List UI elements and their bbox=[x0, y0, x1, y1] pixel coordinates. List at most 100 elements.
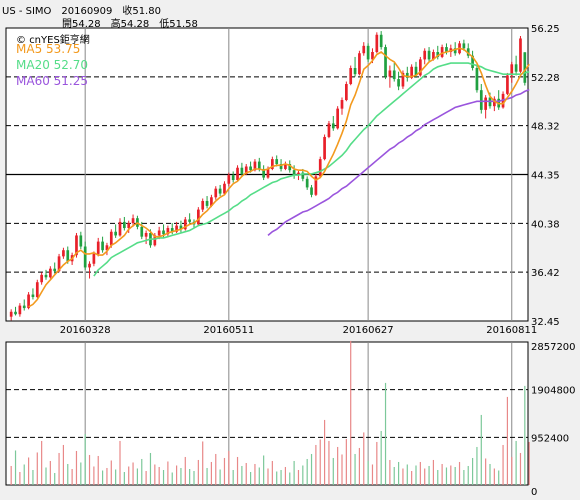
brand-label: © cnYES鉅亨網 bbox=[16, 31, 90, 46]
volume-tick-label: 2857200 bbox=[531, 342, 576, 353]
candle-body bbox=[466, 48, 470, 56]
candle-body bbox=[175, 225, 178, 232]
candle-body bbox=[14, 311, 17, 315]
price-tick-label: 36.42 bbox=[531, 268, 560, 279]
x-tick-label: 20160627 bbox=[343, 325, 394, 336]
candle-body bbox=[205, 200, 209, 206]
candle-body bbox=[288, 164, 292, 171]
candle-body bbox=[88, 263, 91, 268]
candle-body bbox=[35, 282, 39, 297]
candle-body bbox=[109, 231, 113, 246]
candle-body bbox=[157, 230, 161, 236]
candle-body bbox=[305, 178, 309, 188]
candle-body bbox=[44, 274, 48, 278]
x-tick-label: 20160811 bbox=[486, 325, 537, 336]
price-tick-label: 56.25 bbox=[531, 24, 560, 35]
candle-body bbox=[484, 97, 487, 110]
candle-body bbox=[144, 232, 148, 237]
candle-body bbox=[423, 50, 427, 60]
legend-ma5: MA5 53.75 bbox=[16, 42, 81, 56]
candle-body bbox=[49, 268, 52, 278]
candle-body bbox=[292, 170, 296, 176]
candle-body bbox=[266, 168, 270, 178]
candle-body bbox=[471, 55, 474, 69]
candle-body bbox=[432, 52, 435, 60]
volume-panel bbox=[5, 341, 529, 486]
candle-body bbox=[140, 226, 144, 237]
candle-body bbox=[183, 219, 187, 230]
candle-body bbox=[506, 75, 509, 94]
candle-body bbox=[170, 228, 174, 232]
candle-body bbox=[271, 159, 274, 169]
candle-body bbox=[310, 187, 313, 195]
candle-body bbox=[336, 108, 339, 129]
candle-body bbox=[197, 209, 200, 225]
candle-body bbox=[331, 123, 335, 129]
candle-body bbox=[240, 167, 244, 174]
candle-body bbox=[9, 311, 13, 317]
candle-body bbox=[362, 45, 366, 54]
price-tick-label: 48.32 bbox=[531, 122, 560, 133]
price-tick-label: 32.45 bbox=[531, 317, 560, 328]
candle-body bbox=[318, 159, 322, 177]
candle-body bbox=[62, 250, 65, 257]
candle-body bbox=[131, 218, 135, 224]
candle-body bbox=[440, 47, 444, 57]
candle-body bbox=[284, 164, 287, 169]
candle-body bbox=[101, 241, 104, 251]
candle-body bbox=[392, 70, 396, 80]
candle-body bbox=[301, 172, 305, 179]
price-tick-label: 52.28 bbox=[531, 73, 560, 84]
candle-body bbox=[114, 231, 117, 236]
candle-body bbox=[523, 52, 527, 83]
candle-body bbox=[388, 70, 392, 77]
candle-body bbox=[66, 250, 70, 262]
ma20-line bbox=[93, 62, 530, 277]
candle-body bbox=[75, 235, 78, 256]
candle-body bbox=[279, 164, 283, 169]
candle-body bbox=[384, 47, 387, 77]
candle-body bbox=[345, 84, 348, 101]
candle-body bbox=[314, 176, 318, 195]
ma60-line bbox=[267, 88, 530, 237]
x-tick-label: 20160328 bbox=[60, 325, 111, 336]
candle-body bbox=[405, 72, 409, 78]
candle-body bbox=[105, 245, 109, 251]
copyright-icon: © bbox=[16, 35, 26, 46]
candle-body bbox=[214, 188, 218, 198]
candle-body bbox=[236, 167, 239, 181]
candle-body bbox=[257, 161, 261, 169]
candle-body bbox=[462, 43, 466, 49]
candle-body bbox=[223, 183, 226, 194]
candle-body bbox=[327, 123, 331, 137]
candle-body bbox=[249, 166, 252, 171]
candle-body bbox=[479, 90, 483, 110]
candle-body bbox=[253, 161, 257, 171]
header-line-2: 開54.28 高54.28 低51.58 bbox=[62, 19, 198, 30]
candle-body bbox=[414, 66, 418, 76]
candle-body bbox=[419, 59, 422, 76]
volume-tick-label: 952400 bbox=[531, 433, 569, 444]
candle-body bbox=[410, 66, 413, 78]
candle-body bbox=[210, 197, 213, 206]
candle-body bbox=[79, 235, 83, 247]
candle-body bbox=[166, 228, 170, 235]
candle-body bbox=[397, 79, 400, 87]
candle-body bbox=[510, 64, 514, 76]
candle-body bbox=[453, 48, 457, 54]
price-tick-label: 40.38 bbox=[531, 219, 560, 230]
candle-body bbox=[40, 274, 43, 283]
candle-body bbox=[53, 268, 57, 272]
candle-body bbox=[358, 53, 361, 75]
candle-body bbox=[123, 221, 126, 229]
candle-body bbox=[493, 98, 496, 107]
candle-body bbox=[218, 188, 222, 194]
candle-body bbox=[379, 34, 383, 48]
candle-body bbox=[179, 225, 183, 230]
candle-body bbox=[92, 253, 96, 264]
candle-body bbox=[519, 38, 522, 72]
candle-body bbox=[401, 72, 405, 87]
candle-body bbox=[375, 34, 379, 53]
candle-body bbox=[27, 294, 30, 309]
